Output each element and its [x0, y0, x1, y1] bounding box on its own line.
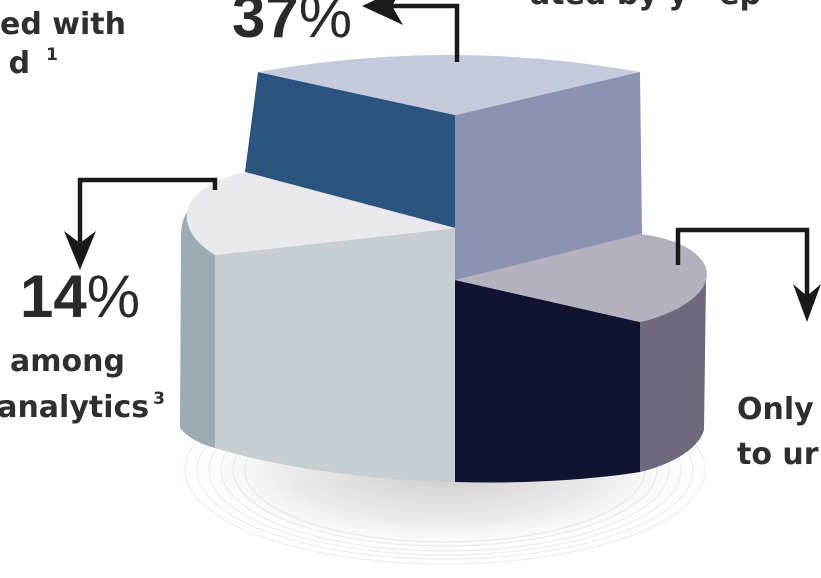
- arrow-line: [675, 227, 810, 300]
- callout-value: 37: [232, 0, 299, 50]
- pie-slice-37: [245, 55, 642, 280]
- slice-14-outer-face: [180, 212, 215, 448]
- arrow-line: [77, 177, 218, 250]
- pie-slice-right: [455, 234, 707, 483]
- slice-right-outer-face: [640, 280, 706, 472]
- callout-arrow-top: [362, 0, 460, 62]
- left-label-text: analytics: [0, 390, 150, 425]
- right-label-line-2: to ur: [737, 437, 819, 472]
- left-label-line-2: analytics 3: [0, 390, 165, 425]
- callout-arrow-left: [64, 177, 218, 270]
- top-left-label-text: d: [8, 46, 31, 81]
- right-label-line-1: Only: [737, 392, 814, 427]
- slice-14-top-face: [186, 172, 455, 255]
- slice-37-cut-face: [245, 72, 455, 228]
- callout-unit: %: [86, 263, 141, 330]
- slice-14-cut-face: [215, 228, 455, 482]
- callout-arrow-right: [675, 227, 821, 322]
- slice-right-cut-face: [455, 280, 640, 483]
- arrow-line: [392, 3, 460, 62]
- slice-37-top-face: [258, 55, 640, 115]
- footnote-marker: 3: [153, 389, 165, 409]
- pie-slice-14: [180, 172, 455, 482]
- slice-37-side-face: [455, 72, 642, 280]
- top-left-label-line-1: ed with: [0, 7, 126, 42]
- arrow-down-icon: [793, 284, 821, 322]
- left-label-line-1: among: [10, 344, 125, 379]
- arrow-left-icon: [362, 0, 403, 25]
- callout-unit: %: [298, 0, 353, 50]
- percentage-callout-top: 37%: [232, 0, 352, 47]
- top-right-label: ated by y ep: [530, 0, 761, 10]
- footnote-marker: 1: [46, 45, 58, 65]
- slice-right-top-face: [455, 234, 707, 322]
- callout-value: 14: [20, 263, 87, 330]
- percentage-callout-left: 14%: [20, 267, 140, 327]
- arrow-down-icon: [64, 231, 96, 270]
